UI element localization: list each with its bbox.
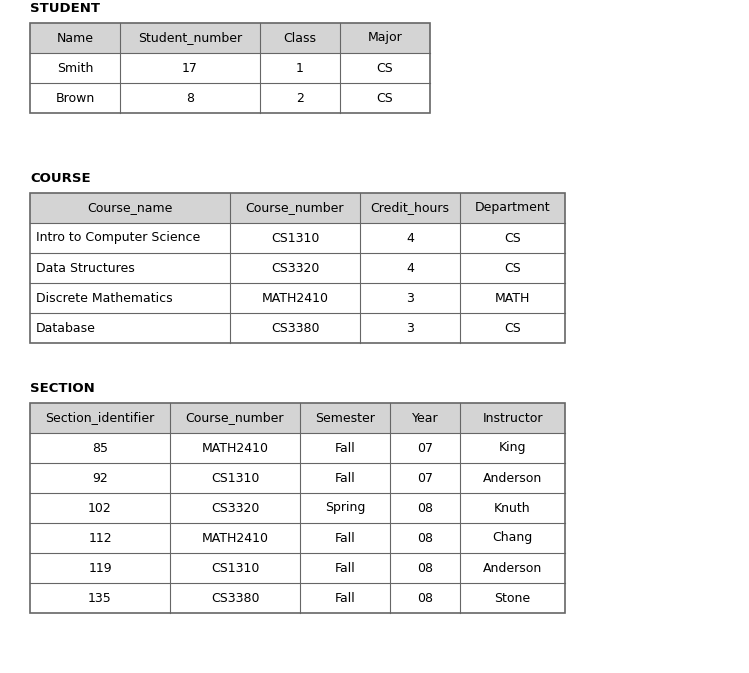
Text: Major: Major	[368, 32, 402, 44]
Bar	[30, 283, 565, 313]
Bar	[30, 583, 565, 613]
Text: 135: 135	[88, 592, 112, 604]
Text: Fall: Fall	[335, 441, 355, 454]
Bar	[30, 403, 565, 613]
Text: CS: CS	[377, 61, 393, 75]
Bar	[30, 253, 565, 283]
Text: Chang: Chang	[492, 532, 533, 544]
Text: CS: CS	[504, 232, 521, 244]
Text: Student_number: Student_number	[138, 32, 242, 44]
Text: Semester: Semester	[315, 411, 375, 425]
Text: MATH: MATH	[495, 291, 530, 304]
Text: 08: 08	[417, 532, 433, 544]
Text: 07: 07	[417, 472, 433, 485]
Text: Instructor: Instructor	[482, 411, 543, 425]
Text: Spring: Spring	[325, 501, 366, 514]
Text: 92: 92	[92, 472, 108, 485]
Text: Name: Name	[56, 32, 94, 44]
Text: 85: 85	[92, 441, 108, 454]
Text: 119: 119	[88, 561, 112, 575]
Text: Fall: Fall	[335, 561, 355, 575]
Text: Anderson: Anderson	[483, 472, 542, 485]
Text: 08: 08	[417, 561, 433, 575]
Text: King: King	[499, 441, 527, 454]
Text: MATH2410: MATH2410	[261, 291, 329, 304]
Text: Year: Year	[412, 411, 438, 425]
Text: SECTION: SECTION	[30, 382, 95, 395]
Bar	[30, 553, 565, 583]
Text: CS1310: CS1310	[210, 561, 259, 575]
Text: 3: 3	[406, 291, 414, 304]
Text: Intro to Computer Science: Intro to Computer Science	[36, 232, 200, 244]
Bar	[30, 23, 430, 113]
Bar	[30, 223, 565, 253]
Text: STUDENT: STUDENT	[30, 2, 100, 15]
Bar	[30, 523, 565, 553]
Text: 1: 1	[296, 61, 304, 75]
Text: 8: 8	[186, 92, 194, 104]
Text: CS: CS	[504, 262, 521, 275]
Text: CS1310: CS1310	[271, 232, 319, 244]
Bar	[30, 193, 565, 343]
Bar	[30, 433, 565, 463]
Text: Knuth: Knuth	[494, 501, 531, 514]
Text: Stone: Stone	[494, 592, 530, 604]
Text: Class: Class	[284, 32, 317, 44]
Bar	[30, 493, 565, 523]
Text: COURSE: COURSE	[30, 172, 91, 185]
Text: 17: 17	[182, 61, 198, 75]
Text: 2: 2	[296, 92, 304, 104]
Text: 08: 08	[417, 501, 433, 514]
Text: Course_number: Course_number	[246, 201, 345, 215]
Text: Course_name: Course_name	[88, 201, 173, 215]
Text: Credit_hours: Credit_hours	[371, 201, 449, 215]
Text: CS3380: CS3380	[270, 322, 319, 334]
Text: Anderson: Anderson	[483, 561, 542, 575]
Text: CS3320: CS3320	[271, 262, 319, 275]
Bar	[30, 83, 430, 113]
Bar	[30, 463, 565, 493]
Text: Discrete Mathematics: Discrete Mathematics	[36, 291, 172, 304]
Text: 07: 07	[417, 441, 433, 454]
Text: MATH2410: MATH2410	[201, 441, 268, 454]
Text: CS3380: CS3380	[210, 592, 259, 604]
Text: CS3320: CS3320	[210, 501, 259, 514]
Bar	[30, 23, 430, 53]
Text: Fall: Fall	[335, 532, 355, 544]
Text: 102: 102	[88, 501, 112, 514]
Text: 4: 4	[406, 262, 414, 275]
Text: 4: 4	[406, 232, 414, 244]
Text: CS: CS	[504, 322, 521, 334]
Bar	[30, 313, 565, 343]
Text: Fall: Fall	[335, 592, 355, 604]
Text: Section_identifier: Section_identifier	[46, 411, 154, 425]
Text: CS: CS	[377, 92, 393, 104]
Bar	[30, 53, 430, 83]
Text: Smith: Smith	[57, 61, 93, 75]
Text: Fall: Fall	[335, 472, 355, 485]
Bar	[30, 403, 565, 433]
Text: Database: Database	[36, 322, 96, 334]
Text: 08: 08	[417, 592, 433, 604]
Text: Brown: Brown	[55, 92, 94, 104]
Text: CS1310: CS1310	[210, 472, 259, 485]
Text: Course_number: Course_number	[186, 411, 285, 425]
Text: 112: 112	[88, 532, 112, 544]
Text: Department: Department	[475, 201, 551, 215]
Bar	[30, 193, 565, 223]
Text: Data Structures: Data Structures	[36, 262, 135, 275]
Text: 3: 3	[406, 322, 414, 334]
Text: MATH2410: MATH2410	[201, 532, 268, 544]
